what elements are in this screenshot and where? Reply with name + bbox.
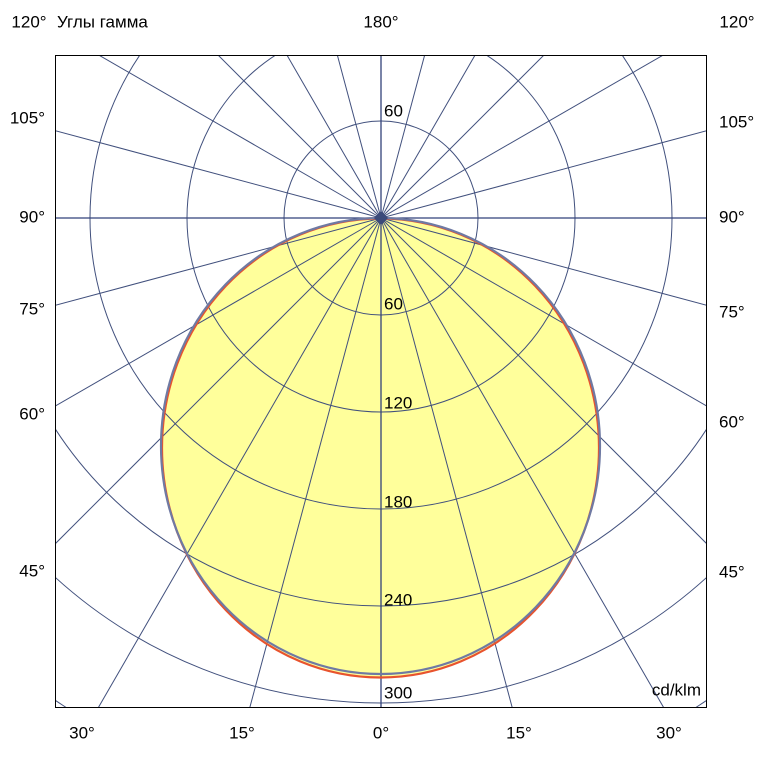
gamma-label-left-45: 45° bbox=[19, 561, 45, 581]
pole-marker bbox=[374, 211, 388, 225]
gamma-label-bottom-30-left: 30° bbox=[69, 723, 95, 743]
chart-title: Углы гамма bbox=[57, 12, 148, 32]
plot-border bbox=[55, 55, 707, 708]
gamma-label-top-center-180: 180° bbox=[363, 12, 399, 32]
gamma-label-bottom-0: 0° bbox=[372, 723, 390, 743]
ring-label-300: 300 bbox=[384, 683, 413, 703]
polar-main-axes bbox=[55, 55, 707, 708]
ring-label-120: 120 bbox=[384, 393, 413, 413]
ring-label-60-upper: 60 bbox=[384, 101, 403, 121]
gamma-label-right-60: 60° bbox=[719, 412, 745, 432]
gamma-label-right-75: 75° bbox=[719, 302, 745, 322]
gamma-label-left-105: 105° bbox=[9, 108, 45, 128]
gamma-label-bottom-15-left: 15° bbox=[229, 723, 255, 743]
gamma-label-top-left-120: 120° bbox=[11, 12, 47, 32]
ring-label-180: 180 bbox=[384, 492, 413, 512]
ring-label-240: 240 bbox=[384, 590, 413, 610]
ring-label-60: 60 bbox=[384, 294, 403, 314]
gamma-label-left-90: 90° bbox=[19, 207, 45, 227]
gamma-label-right-45: 45° bbox=[719, 562, 745, 582]
gamma-label-left-75: 75° bbox=[19, 299, 45, 319]
gamma-label-bottom-15-right: 15° bbox=[506, 723, 532, 743]
gamma-label-right-90: 90° bbox=[719, 207, 745, 227]
gamma-label-bottom-30-right: 30° bbox=[656, 723, 682, 743]
gamma-label-left-60: 60° bbox=[19, 404, 45, 424]
gamma-label-right-105: 105° bbox=[719, 112, 755, 132]
unit-label-cd-klm: cd/klm bbox=[651, 680, 701, 700]
gamma-label-top-right-120: 120° bbox=[719, 12, 755, 32]
